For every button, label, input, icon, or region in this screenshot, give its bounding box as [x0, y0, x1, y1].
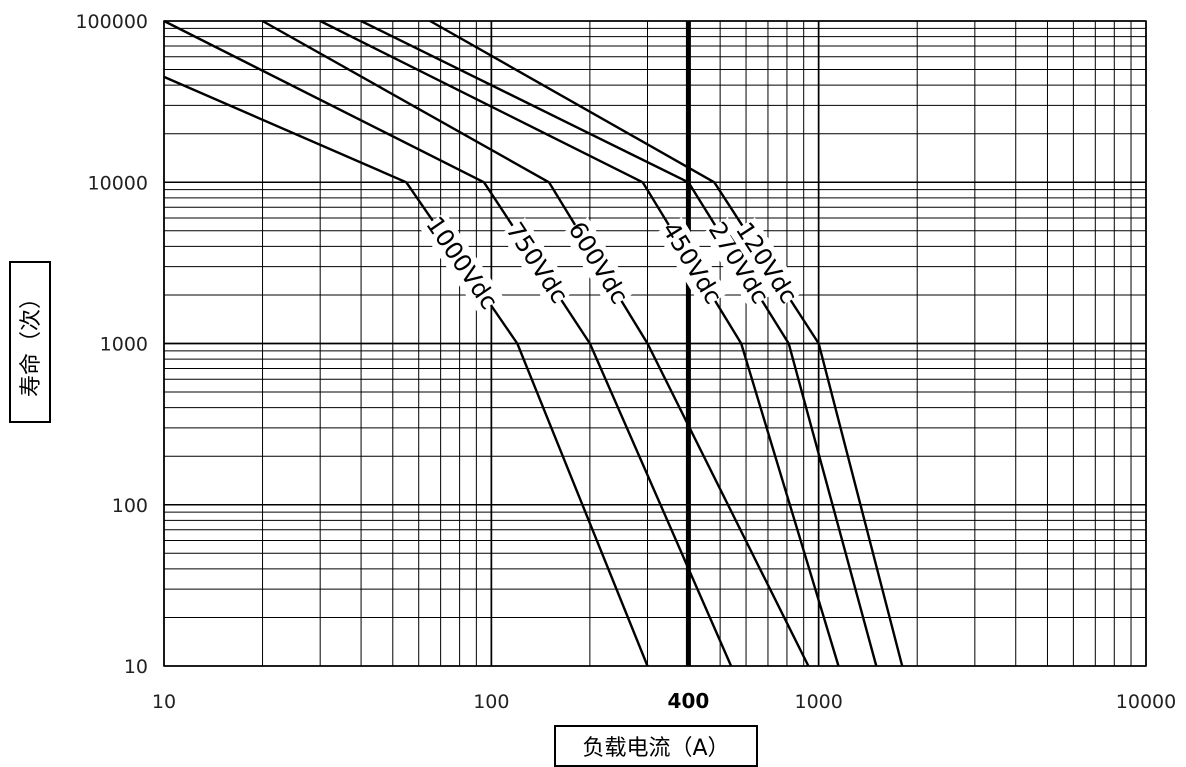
series-line-1000Vdc: [163, 75, 649, 667]
y-tick-label: 10: [124, 656, 148, 678]
tick-labels: 10 100 1000 10000 400 10 100 1000 10000 100000: [75, 11, 1176, 713]
y-tick-label: 100: [112, 495, 148, 517]
x-axis-title-box: 负载电流（A）: [554, 725, 758, 767]
x-tick-label: 1000: [794, 691, 842, 713]
curve-label-bg: [500, 217, 574, 309]
y-tick-label: 1000: [100, 334, 148, 356]
x-tick-label-400: 400: [668, 689, 710, 713]
curve-label-bg: [562, 217, 635, 309]
curve-label-bg: [656, 217, 728, 309]
y-tick-label: 100000: [75, 11, 148, 33]
x-tick-label: 10000: [1116, 691, 1176, 713]
y-axis-title: 寿命（次）: [19, 287, 44, 397]
curve-label-bg: [729, 217, 804, 309]
x-tick-label: 10: [152, 691, 176, 713]
y-axis-title-box: 寿命（次）: [9, 261, 51, 423]
x-axis-title: 负载电流（A）: [582, 736, 729, 761]
grid: [163, 20, 1147, 667]
x-tick-label: 100: [473, 691, 509, 713]
curve-label-bg: [420, 212, 504, 314]
curve-label-bg: [702, 217, 775, 309]
plot-frame: [163, 20, 1147, 667]
y-tick-label: 10000: [88, 172, 148, 194]
